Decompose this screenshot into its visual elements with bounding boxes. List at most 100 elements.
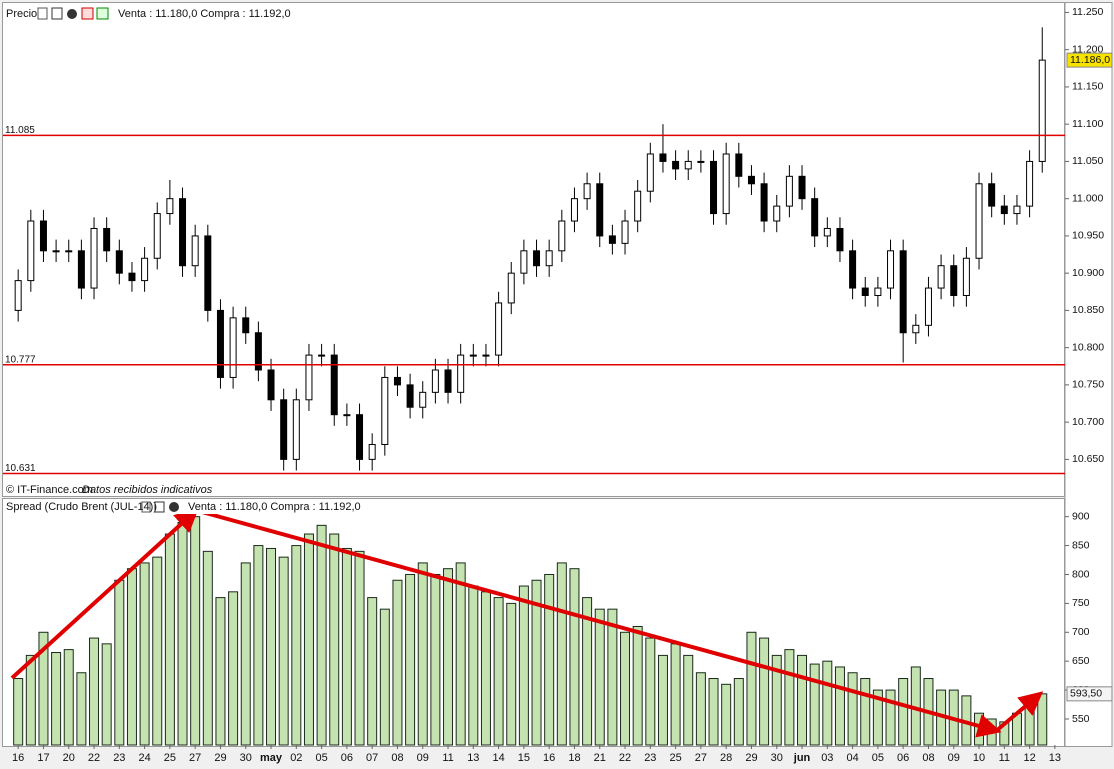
- add-icon[interactable]: [96, 7, 109, 20]
- bar: [240, 562, 251, 746]
- candle-body: [760, 183, 768, 222]
- x-tick-label: 02: [290, 752, 302, 764]
- candle-body: [659, 153, 667, 162]
- candle-body: [710, 160, 718, 215]
- x-tick-label: 08: [922, 752, 934, 764]
- bar: [177, 521, 188, 746]
- x-tick-label: 11: [442, 752, 453, 764]
- level-label: 11.085: [5, 125, 35, 136]
- settings-icon[interactable]: [141, 501, 151, 513]
- header-bg: [4, 6, 454, 22]
- panel-title: Precio: [6, 8, 37, 20]
- candle-body: [444, 369, 452, 393]
- candle-body: [672, 160, 680, 170]
- candle-body: [887, 250, 895, 289]
- bar: [480, 591, 491, 746]
- bar: [974, 712, 985, 746]
- bar: [228, 591, 239, 746]
- x-tick-label: 09: [417, 752, 429, 764]
- bar: [379, 608, 390, 746]
- x-tick-label: 13: [467, 752, 479, 764]
- bar: [784, 649, 795, 746]
- bar: [1024, 704, 1035, 746]
- x-tick-label: 21: [594, 752, 606, 764]
- bar: [89, 637, 100, 746]
- candle-body: [229, 317, 237, 378]
- bar: [316, 524, 327, 746]
- x-tick-label: 27: [189, 752, 201, 764]
- candle-body: [988, 183, 996, 207]
- last-value-label: 593,50: [1070, 688, 1102, 700]
- bar: [860, 678, 871, 746]
- candle-body: [179, 198, 187, 267]
- toolbar-icons[interactable]: [37, 7, 109, 20]
- y-tick-label: 10.650: [1072, 453, 1104, 465]
- candle-body: [292, 399, 300, 460]
- bar: [190, 516, 201, 746]
- candle-body: [773, 205, 781, 222]
- candle-body: [153, 213, 161, 259]
- candle-body: [621, 220, 629, 244]
- candle-body: [482, 354, 490, 357]
- candle-body: [14, 280, 22, 311]
- bar: [594, 608, 605, 746]
- bar: [291, 545, 302, 746]
- x-tick-label: 24: [138, 752, 150, 764]
- window-icon[interactable]: [154, 501, 165, 513]
- x-tick-label: 20: [63, 752, 75, 764]
- y-tick-label: 10.850: [1072, 304, 1104, 316]
- candle-body: [684, 160, 692, 170]
- y-tick-label: 750: [1072, 597, 1090, 609]
- bar: [556, 562, 567, 746]
- bar: [455, 562, 466, 746]
- last-value-tag: [1066, 686, 1113, 702]
- candle-body: [608, 235, 616, 244]
- x-tick-label: 22: [619, 752, 631, 764]
- bar: [822, 660, 833, 746]
- bar: [405, 573, 416, 746]
- candle-body: [735, 153, 743, 177]
- y-tick-label: 11.050: [1072, 155, 1103, 167]
- candle-body: [1038, 59, 1046, 162]
- bar: [354, 550, 365, 746]
- x-tick-label: 30: [240, 752, 252, 764]
- y-tick-label: 10.950: [1072, 230, 1104, 242]
- y-tick-label: 10.750: [1072, 379, 1104, 391]
- bar: [746, 631, 757, 746]
- bar: [721, 683, 732, 746]
- x-tick-label: 09: [948, 752, 960, 764]
- remove-icon[interactable]: [81, 7, 94, 20]
- window-icon[interactable]: [51, 7, 63, 20]
- candle-body: [115, 250, 123, 274]
- bar: [898, 678, 909, 746]
- candle-body: [318, 354, 326, 357]
- candle-body: [583, 183, 591, 200]
- bar: [645, 637, 656, 746]
- candle-body: [469, 354, 477, 357]
- bar: [544, 573, 555, 746]
- bar: [809, 663, 820, 746]
- candle-body: [596, 183, 604, 237]
- bar: [25, 654, 36, 746]
- candle-body: [39, 220, 47, 252]
- bar: [885, 689, 896, 746]
- close-icon[interactable]: [169, 502, 179, 512]
- bar: [13, 678, 24, 746]
- y-tick-label: 11.250: [1072, 6, 1103, 18]
- candle-body: [216, 309, 224, 378]
- settings-icon[interactable]: [37, 7, 48, 20]
- x-tick-label: jun: [793, 752, 811, 764]
- y-tick-label: 10.900: [1072, 267, 1104, 279]
- candle-body: [305, 354, 313, 401]
- candle-body: [1026, 160, 1034, 207]
- price-plot: 11.085 10.777 10.631: [3, 27, 1065, 475]
- x-tick-label: 06: [897, 752, 909, 764]
- close-icon[interactable]: [67, 9, 77, 19]
- arrow: [994, 691, 1044, 733]
- x-tick-label: 29: [214, 752, 226, 764]
- candle-body: [65, 250, 73, 253]
- toolbar-icons[interactable]: [141, 501, 179, 513]
- trend-arrows: [10, 507, 1044, 738]
- candle-body: [962, 257, 970, 297]
- candle-body: [950, 265, 958, 297]
